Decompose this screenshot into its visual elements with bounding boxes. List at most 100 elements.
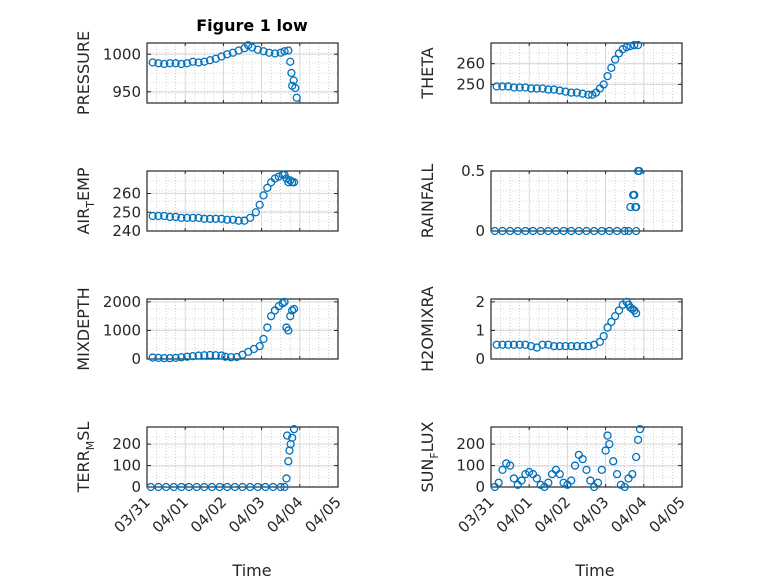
data-point	[200, 57, 209, 66]
figure-title: Figure 1 low	[196, 16, 308, 35]
data-point	[286, 311, 295, 321]
x-tick-label: 04/01	[149, 493, 192, 536]
data-point	[284, 178, 293, 187]
data-point	[200, 351, 209, 360]
y-tick-label: 0	[475, 478, 485, 496]
x-axis-label-left: Time	[231, 561, 271, 580]
data-point	[572, 88, 582, 97]
data-point	[595, 337, 605, 347]
data-point	[259, 47, 268, 56]
data-point	[521, 83, 530, 92]
data-point	[584, 341, 593, 351]
data-point	[595, 84, 605, 93]
data-point	[280, 297, 289, 307]
data-point	[555, 86, 564, 95]
data-point	[622, 42, 631, 52]
data-point	[561, 87, 570, 96]
data-point	[555, 341, 564, 351]
y-axis-label: AIRTEMP	[74, 167, 97, 234]
data-point	[289, 76, 298, 85]
data-point	[635, 166, 644, 176]
data-point	[567, 88, 576, 97]
y-tick-label: 250	[112, 203, 141, 221]
data-point	[603, 431, 612, 440]
data-point	[620, 226, 629, 236]
x-tick-label: 04/02	[187, 493, 230, 536]
data-point	[280, 482, 289, 492]
data-point	[567, 341, 576, 351]
data-point	[498, 340, 507, 349]
data-point	[547, 469, 557, 479]
data-point	[160, 211, 169, 221]
y-tick-label: 260	[112, 185, 141, 203]
subplot-1: 950 1000 PRESSURE	[74, 31, 339, 115]
axes-box	[146, 42, 339, 104]
data-point	[259, 191, 268, 200]
data-point	[188, 351, 197, 361]
data-point	[570, 461, 580, 470]
data-point	[288, 433, 297, 442]
data-point	[538, 340, 547, 349]
data-point	[605, 439, 614, 449]
data-point	[626, 41, 635, 51]
data-point	[154, 211, 163, 221]
data-point	[165, 59, 175, 68]
data-point	[160, 59, 169, 69]
axes-box	[490, 298, 683, 360]
data-point	[234, 216, 243, 225]
data-point	[614, 306, 624, 315]
data-point	[217, 351, 226, 360]
data-point	[287, 68, 296, 78]
data-point	[259, 334, 268, 344]
data-point	[509, 474, 519, 483]
data-point	[498, 82, 507, 91]
data-point	[544, 85, 553, 94]
data-point	[555, 469, 564, 479]
y-tick-label: 950	[112, 83, 141, 101]
data-point	[517, 476, 526, 485]
data-point	[578, 89, 587, 98]
y-tick-label: 100	[456, 457, 485, 475]
data-point	[492, 82, 501, 91]
data-point	[567, 476, 576, 485]
data-point	[182, 59, 192, 68]
y-tick-label: 0	[131, 350, 141, 368]
data-point	[177, 59, 186, 69]
x-tick-label: 03/31	[455, 493, 498, 536]
data-point	[265, 48, 274, 57]
y-axis-label: TERRMSL	[74, 422, 97, 494]
data-point	[282, 474, 291, 483]
data-point	[597, 465, 606, 475]
data-point	[632, 309, 641, 318]
data-point	[255, 341, 264, 351]
data-point	[251, 208, 261, 217]
data-point	[633, 40, 643, 50]
data-point	[276, 48, 285, 57]
data-point	[148, 211, 157, 221]
data-point	[291, 83, 300, 93]
axes-box	[146, 170, 339, 232]
data-point	[509, 340, 519, 349]
x-tick-label: 04/04	[607, 493, 650, 536]
axes-box	[490, 170, 683, 232]
y-tick-label: 250	[456, 75, 485, 93]
data-point	[612, 469, 622, 479]
data-point	[283, 431, 292, 440]
subplot-4: 0 0.5 RAINFALL	[418, 162, 683, 240]
data-point	[284, 326, 293, 335]
data-point	[630, 40, 639, 50]
data-point	[544, 478, 553, 487]
data-point	[154, 353, 163, 363]
data-point	[538, 84, 547, 93]
x-tick-label: 04/03	[225, 493, 268, 536]
data-point	[620, 482, 629, 492]
x-tick-label: 04/01	[493, 493, 536, 536]
data-point	[607, 63, 616, 72]
data-point	[194, 351, 203, 360]
data-point	[504, 340, 513, 349]
data-point	[255, 200, 264, 209]
